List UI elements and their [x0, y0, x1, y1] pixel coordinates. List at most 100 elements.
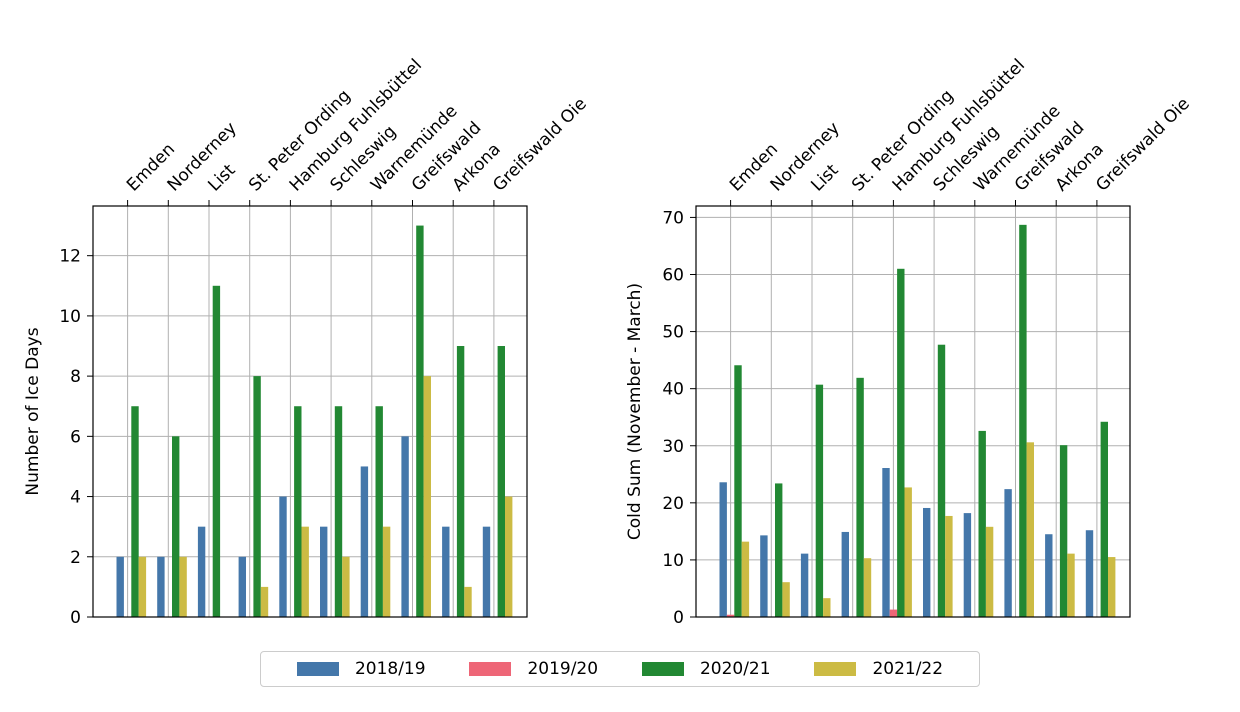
bar — [882, 468, 890, 617]
bar — [904, 487, 912, 617]
legend-item-2019-20: 2019/20 — [469, 659, 598, 679]
x-tick-label: List — [204, 160, 239, 195]
legend-label: 2021/22 — [872, 659, 944, 679]
axes-frame — [695, 205, 1131, 618]
y-tick-label: 70 — [662, 208, 684, 228]
bar — [138, 556, 147, 617]
y-tick-label: 60 — [662, 266, 684, 286]
y-tick-label: 12 — [59, 247, 81, 267]
bar — [464, 586, 472, 617]
bar — [1067, 553, 1075, 617]
bar — [897, 268, 905, 617]
bar — [301, 526, 309, 617]
bar — [734, 365, 742, 617]
bar — [482, 526, 491, 617]
y-tick-label: 4 — [70, 488, 81, 508]
bar — [423, 376, 431, 617]
bar — [978, 430, 986, 617]
y-tick-label: 0 — [673, 608, 684, 628]
bar — [260, 586, 269, 617]
bar — [889, 609, 898, 617]
y-tick-label: 50 — [662, 323, 684, 343]
y-axis-label: Number of Ice Days — [23, 327, 43, 495]
bar — [1026, 442, 1034, 617]
bar — [1004, 489, 1012, 617]
legend-item-2021-22: 2021/22 — [814, 659, 943, 679]
legend-swatch — [296, 662, 339, 676]
bar — [1019, 224, 1027, 617]
bar — [963, 513, 972, 617]
y-tick-label: 6 — [70, 427, 81, 447]
legend-item-2018-19: 2018/19 — [296, 659, 426, 679]
legend-item-2020-21: 2020/21 — [641, 659, 771, 679]
bar — [923, 507, 931, 617]
y-axis-label: Cold Sum (November - March) — [625, 283, 645, 540]
x-tick-label: Greifswald Oie — [1092, 94, 1194, 196]
bar — [985, 526, 994, 617]
bar — [505, 496, 513, 617]
y-tick-label: 0 — [70, 608, 81, 628]
y-tick-label: 40 — [662, 380, 684, 400]
bar — [760, 535, 768, 617]
bar — [815, 384, 824, 617]
bar — [157, 556, 165, 617]
y-tick-label: 20 — [662, 494, 684, 514]
bar — [342, 556, 350, 617]
bar — [131, 406, 139, 617]
bar — [253, 376, 261, 617]
bar — [937, 344, 946, 617]
bar — [1085, 530, 1094, 617]
bar — [320, 526, 328, 617]
legend-label: 2019/20 — [527, 659, 599, 679]
y-tick-label: 30 — [662, 437, 684, 457]
y-tick-label: 10 — [59, 307, 81, 327]
legend-label: 2018/19 — [354, 659, 426, 679]
bar — [726, 614, 735, 617]
bar — [823, 598, 831, 617]
bar — [1045, 534, 1053, 617]
bar — [172, 436, 180, 617]
bar — [741, 541, 750, 617]
bar — [401, 436, 409, 617]
bar — [360, 466, 369, 617]
bar — [294, 406, 302, 617]
bar — [197, 526, 206, 617]
bar — [775, 483, 783, 617]
bar — [1108, 557, 1116, 617]
bar — [856, 377, 864, 617]
bar — [945, 515, 953, 617]
bar — [497, 346, 505, 617]
axes-frame — [92, 205, 528, 618]
bar — [800, 553, 809, 617]
bar — [238, 556, 246, 617]
bar — [334, 406, 343, 617]
legend-swatch — [814, 662, 857, 676]
legend-label: 2020/21 — [699, 659, 771, 679]
bar — [841, 531, 849, 617]
bar — [1100, 421, 1108, 617]
legend-swatch — [641, 662, 684, 676]
bar — [863, 558, 872, 617]
bar — [279, 496, 287, 617]
x-tick-label: List — [807, 160, 842, 195]
bar — [1059, 445, 1068, 617]
bar — [116, 556, 124, 617]
y-tick-label: 8 — [70, 367, 81, 387]
bar — [416, 225, 424, 618]
x-tick-label: Greifswald Oie — [489, 94, 591, 196]
bar — [719, 482, 727, 617]
y-tick-label: 2 — [70, 548, 81, 568]
bar — [456, 346, 465, 617]
bar — [442, 526, 450, 617]
legend: 2018/19 2019/20 2020/21 2021/22 — [260, 651, 980, 687]
legend-swatch — [469, 662, 512, 676]
y-tick-label: 10 — [662, 551, 684, 571]
bar — [179, 556, 187, 617]
bar — [782, 582, 790, 617]
bar — [212, 285, 221, 617]
bar — [382, 526, 391, 617]
bar — [375, 406, 383, 617]
